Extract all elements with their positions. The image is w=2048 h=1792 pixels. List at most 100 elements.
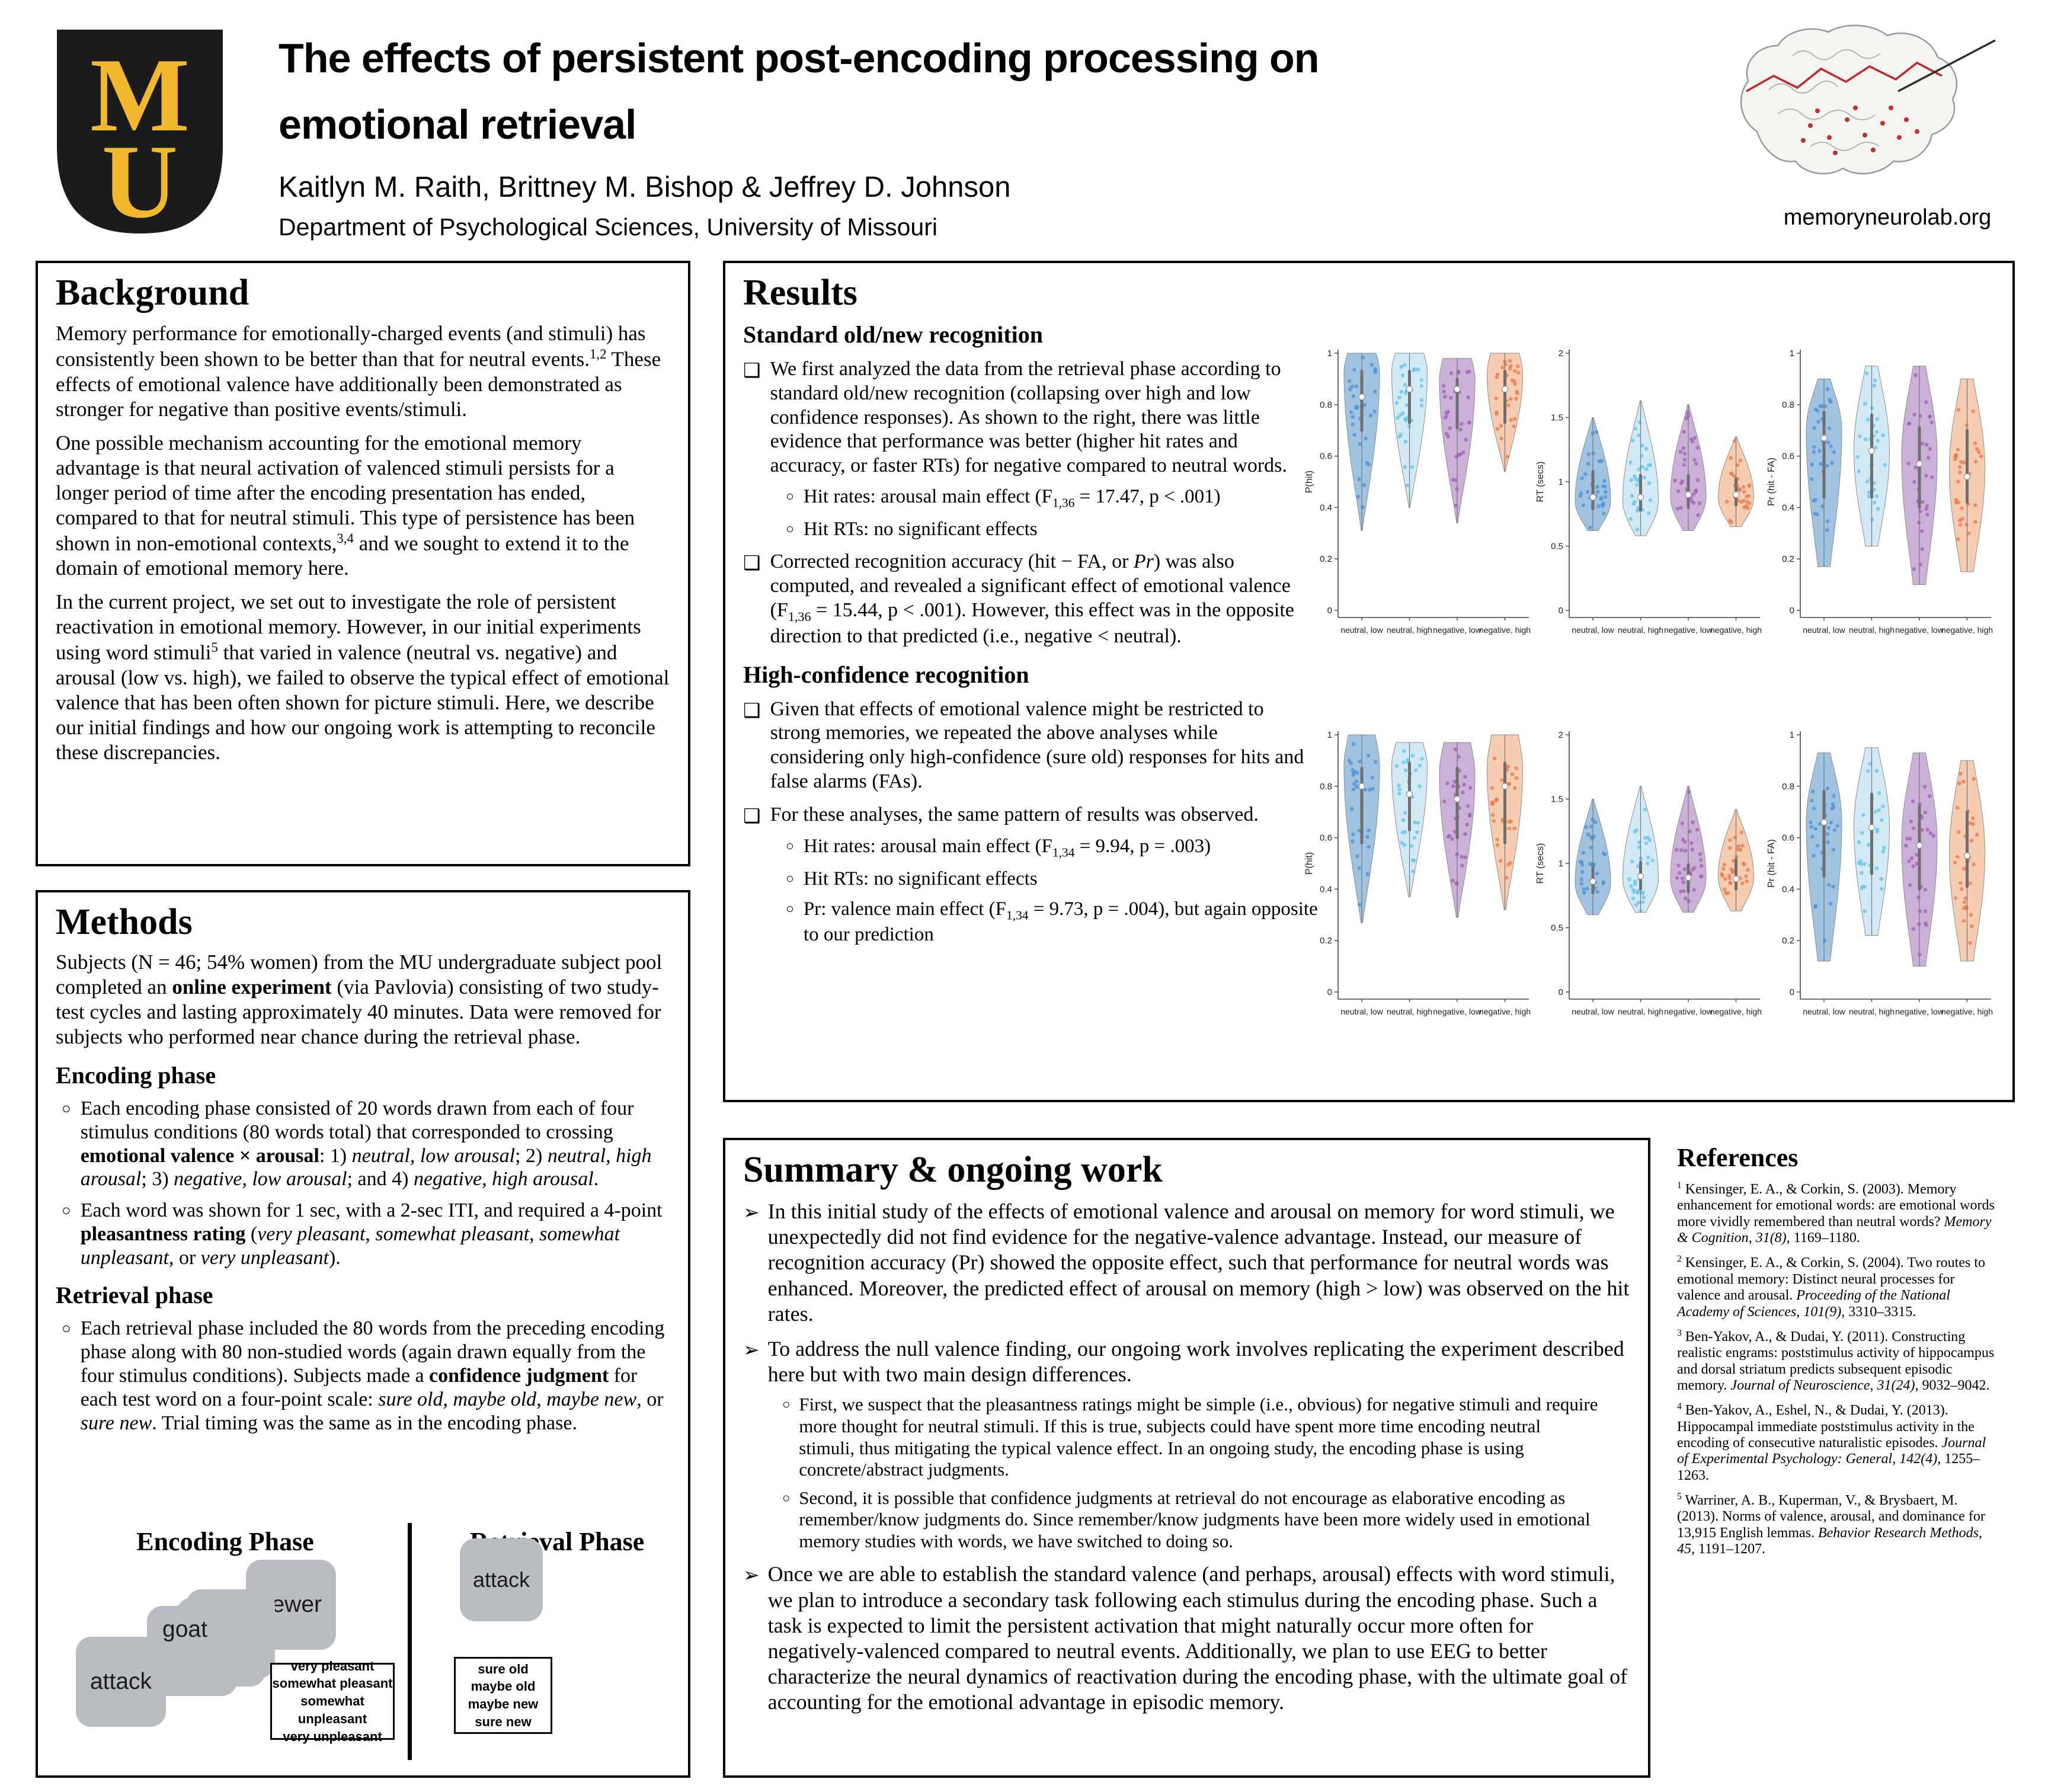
svg-text:P(hit): P(hit) (1304, 852, 1314, 875)
mu-logo-letter-u: U (102, 123, 178, 233)
svg-text:negative, high: negative, high (1941, 1007, 1993, 1016)
svg-text:Pr (hit - FA): Pr (hit - FA) (1767, 839, 1777, 888)
brain-gyri-squiggle (1810, 142, 1880, 151)
pleasantness-rating-options: very pleasant somewhat pleasant somewhat… (270, 1659, 395, 1744)
results-bullet-text: Given that effects of emotional valence … (770, 697, 1304, 792)
reference-item: 2 Kensinger, E. A., & Corkin, S. (2004).… (1677, 1254, 1986, 1320)
square-bullet-icon: ❑ (743, 360, 761, 382)
svg-text:0.6: 0.6 (1320, 833, 1332, 843)
background-paragraph: One possible mechanism accounting for th… (56, 431, 635, 580)
violin-plot-oldnew-rt: 0 0.5 1 1.5 2 RT (secs) neutral, low neutral, h… (1535, 337, 1772, 645)
svg-text:1.5: 1.5 (1551, 795, 1563, 805)
violin-plot-oldnew-pr: 0 0.2 0.4 0.6 0.8 1 Pr (hit - FA) neutral, low n… (1766, 337, 2003, 645)
confidence-option: maybe old (471, 1679, 536, 1694)
circle-bullet-icon: ○ (786, 871, 794, 886)
reference-item: 1 Kensinger, E. A., & Corkin, S. (2003).… (1677, 1180, 1995, 1246)
references-heading: References (1677, 1143, 1799, 1172)
summary-subbullet: ○ First, we suspect that the pleasantnes… (782, 1394, 1600, 1480)
svg-text:0.8: 0.8 (1320, 782, 1332, 792)
svg-text:0.6: 0.6 (1320, 452, 1332, 462)
results-bullet-text: Corrected recognition accuracy (hit − FA… (770, 550, 1294, 647)
reference-item: 3 Ben-Yakov, A., & Dudai, Y. (2011). Con… (1677, 1327, 1995, 1393)
svg-text:negative, low: negative, low (1664, 625, 1713, 635)
circle-bullet-icon: ○ (782, 1397, 791, 1412)
svg-text:0.8: 0.8 (1320, 400, 1332, 410)
confidence-judgment-options: sure old maybe old maybe new sure new (454, 1657, 552, 1734)
reference-item: 5 Warriner, A. B., Kuperman, V., & Brysb… (1677, 1492, 1985, 1557)
rating-option: very unpleasant (283, 1729, 382, 1744)
svg-text:neutral, low: neutral, low (1572, 1007, 1614, 1016)
svg-text:neutral, low: neutral, low (1803, 1007, 1845, 1016)
summary-bullet-text: To address the null valence finding, our… (767, 1337, 1624, 1387)
summary-bullet: ➢ To address the null valence finding, o… (743, 1336, 1630, 1387)
svg-text:Pr (hit - FA): Pr (hit - FA) (1767, 457, 1777, 506)
brain-activity-dots (1801, 105, 1919, 155)
svg-text:negative, high: negative, high (1710, 625, 1762, 635)
results-subbullet-text: Hit rates: arousal main effect (F1,36 = … (803, 486, 1221, 510)
brain-outline (1740, 24, 1958, 175)
methods-bullet-text: Each encoding phase consisted of 20 word… (80, 1097, 652, 1191)
mu-logo-letter-m: M (90, 36, 190, 153)
svg-text:1: 1 (1327, 348, 1332, 359)
summary-subbullet-text: Second, it is possible that confidence j… (799, 1487, 1591, 1551)
svg-text:negative, low: negative, low (1895, 1007, 1944, 1016)
svg-text:RT (secs): RT (secs) (1535, 843, 1545, 884)
svg-text:neutral, high: neutral, high (1849, 1007, 1895, 1016)
lab-url[interactable]: memoryneurolab.org (1783, 205, 1992, 230)
reference-item: 4 Ben-Yakov, A., Eshel, N., & Dudai, Y. … (1677, 1401, 1986, 1483)
card-word: attack (89, 1669, 152, 1694)
svg-text:negative, low: negative, low (1895, 625, 1944, 635)
circle-bullet-icon: ○ (786, 521, 794, 536)
background-paragraph: Memory performance for emotionally-charg… (56, 322, 661, 421)
svg-text:0.4: 0.4 (1320, 884, 1332, 894)
svg-text:0.4: 0.4 (1320, 503, 1332, 513)
stimulus-card-attack: attack (76, 1637, 166, 1727)
svg-text:0: 0 (1327, 606, 1332, 616)
svg-text:0.2: 0.2 (1320, 936, 1332, 946)
summary-bullet: ➢ Once we are able to establish the stan… (743, 1561, 1630, 1715)
confidence-option: sure new (475, 1714, 532, 1729)
svg-text:negative, low: negative, low (1433, 1007, 1482, 1016)
svg-text:neutral, low: neutral, low (1572, 625, 1614, 635)
rating-option: very pleasant (290, 1658, 375, 1673)
arrow-bullet-icon: ➢ (743, 1565, 760, 1587)
summary-bullet: ➢ In this initial study of the effects o… (743, 1199, 1630, 1327)
methods-bullet: ○ Each encoding phase consisted of 20 wo… (56, 1097, 670, 1191)
high-confidence-subheading: High-confidence recognition (743, 661, 1029, 688)
svg-text:negative, low: negative, low (1664, 1007, 1713, 1016)
svg-text:0.2: 0.2 (1782, 936, 1794, 946)
svg-text:neutral, low: neutral, low (1340, 1007, 1383, 1016)
mu-logo: M U (57, 30, 223, 233)
circle-bullet-icon: ○ (786, 838, 794, 853)
svg-text:0.4: 0.4 (1782, 884, 1794, 894)
poster-affiliation: Department of Psychological Sciences, Un… (279, 213, 937, 241)
violin-plot-highconf-pr: 0 0.2 0.4 0.6 0.8 1 Pr (hit - FA) neutral, low n… (1766, 718, 2003, 1026)
arrow-bullet-icon: ➢ (743, 1340, 760, 1362)
summary-bullet-text: Once we are able to establish the standa… (767, 1562, 1628, 1714)
brain-gyri-squiggle (1768, 81, 1838, 94)
arrow-bullet-icon: ➢ (743, 1202, 760, 1224)
poster-title-line2: emotional retrieval (279, 101, 636, 148)
svg-text:negative, low: negative, low (1433, 625, 1482, 635)
svg-text:1: 1 (1327, 730, 1332, 740)
svg-text:neutral, high: neutral, high (1387, 625, 1432, 635)
circle-bullet-icon: ○ (786, 489, 794, 504)
svg-text:0.6: 0.6 (1782, 452, 1794, 462)
square-bullet-icon: ❑ (743, 552, 761, 574)
background-paragraph: In the current project, we set out to in… (56, 590, 670, 764)
square-bullet-icon: ❑ (743, 700, 761, 722)
poster-authors: Kaitlyn M. Raith, Brittney M. Bishop & J… (279, 171, 1011, 203)
svg-text:1: 1 (1790, 730, 1794, 740)
svg-text:neutral, high: neutral, high (1618, 625, 1663, 635)
svg-text:0.5: 0.5 (1551, 923, 1563, 933)
brain-gyri-squiggle (1777, 108, 1876, 120)
svg-text:0: 0 (1559, 606, 1563, 616)
results-bullet: ❑ We first analyzed the data from the re… (743, 357, 1306, 478)
references-section: References 1 Kensinger, E. A., & Corkin,… (1677, 1143, 2015, 1558)
summary-panel: Summary & ongoing work ➢ In this initial… (723, 1138, 1650, 1778)
svg-text:2: 2 (1559, 730, 1563, 740)
svg-text:0.2: 0.2 (1782, 554, 1794, 564)
circle-bullet-icon: ○ (62, 1202, 71, 1220)
svg-text:negative, high: negative, high (1479, 625, 1531, 635)
